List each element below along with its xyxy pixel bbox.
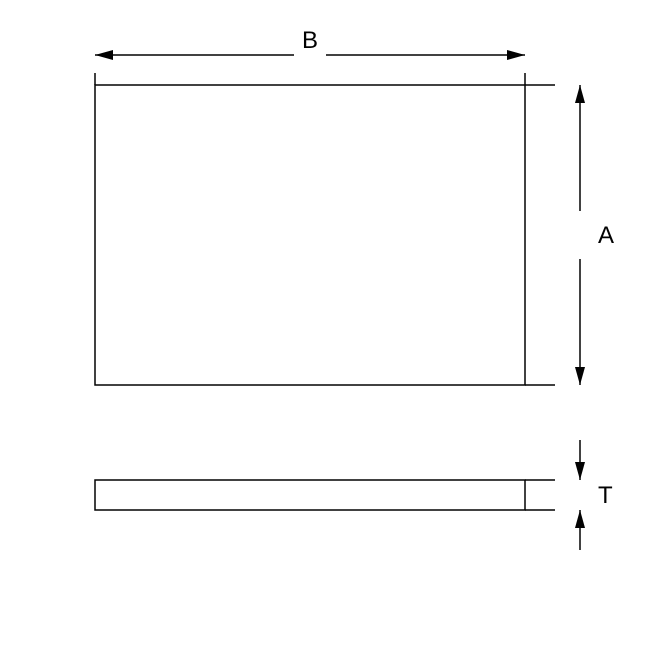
dim-b-arrow-right-icon xyxy=(507,50,525,60)
side-rectangle xyxy=(95,480,525,510)
dim-t-label: T xyxy=(598,482,613,509)
dimension-b: B xyxy=(95,27,525,85)
dim-t-arrow-bot-icon xyxy=(575,510,585,528)
dimension-t: T xyxy=(525,440,613,550)
dim-a-arrow-top-icon xyxy=(575,85,585,103)
main-rectangle xyxy=(95,85,525,385)
dimension-a: A xyxy=(525,85,614,385)
dim-a-arrow-bot-icon xyxy=(575,367,585,385)
dimension-diagram: B A T xyxy=(0,0,670,670)
dim-b-label: B xyxy=(302,27,318,54)
dim-t-arrow-top-icon xyxy=(575,462,585,480)
dim-b-arrow-left-icon xyxy=(95,50,113,60)
dim-a-label: A xyxy=(598,222,614,249)
